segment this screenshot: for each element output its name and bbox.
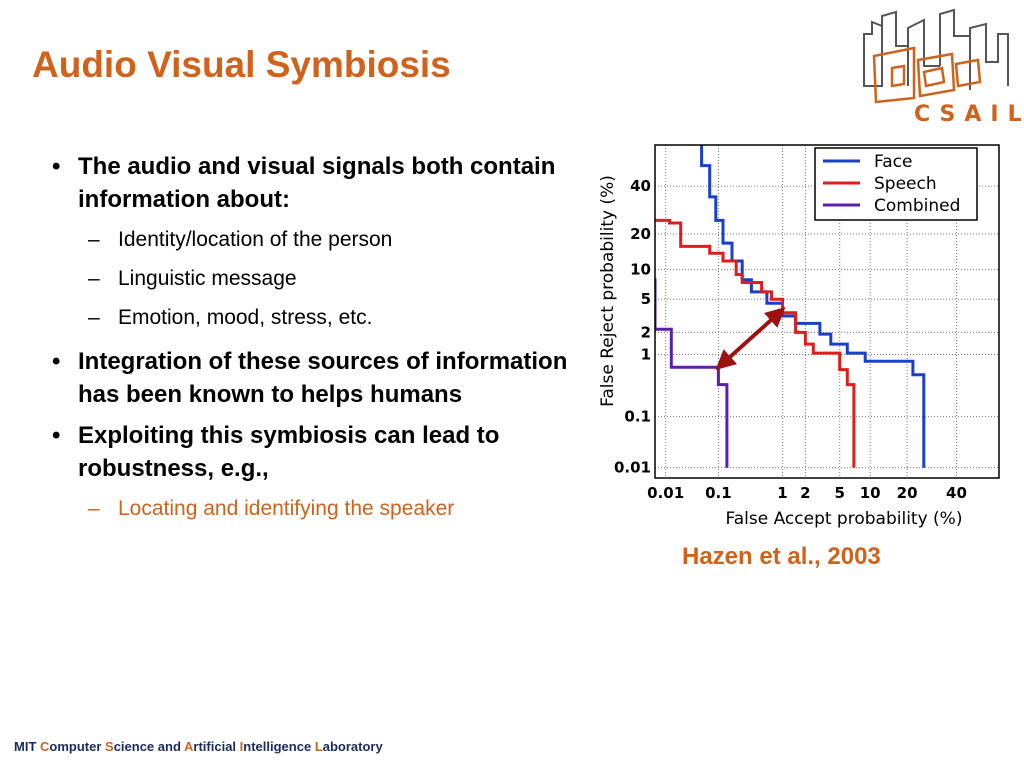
footer-text-part: rtificial bbox=[193, 739, 240, 754]
y-tick-label: 1 bbox=[641, 346, 651, 364]
legend-label: Combined bbox=[874, 196, 960, 216]
x-tick-label: 2 bbox=[800, 484, 810, 502]
x-tick-label: 40 bbox=[946, 484, 967, 502]
bullet-item: The audio and visual signals both contai… bbox=[44, 150, 604, 337]
y-tick-label: 20 bbox=[630, 225, 651, 243]
slide-title: Audio Visual Symbiosis bbox=[32, 44, 451, 85]
footer-text-part: C bbox=[40, 739, 50, 754]
footer-text-part: S bbox=[105, 739, 114, 754]
legend-label: Face bbox=[874, 152, 912, 172]
x-tick-label: 0.1 bbox=[705, 484, 732, 502]
x-tick-label: 20 bbox=[897, 484, 918, 502]
x-tick-label: 5 bbox=[834, 484, 844, 502]
y-axis-label: False Reject probability (%) bbox=[598, 175, 618, 407]
bullet-list: The audio and visual signals both contai… bbox=[44, 150, 604, 536]
footer-text-part: cience and bbox=[113, 739, 185, 754]
x-tick-label: 10 bbox=[860, 484, 881, 502]
bullet-item: Exploiting this symbiosis can lead to ro… bbox=[44, 419, 604, 528]
series-line-speech bbox=[655, 218, 856, 468]
footer-text-part: ntelligence bbox=[243, 739, 315, 754]
y-tick-label: 0.01 bbox=[614, 459, 651, 477]
sub-bullet-item: Locating and identifying the speaker bbox=[78, 489, 604, 528]
sub-bullet-list: Identity/location of the person Linguist… bbox=[78, 220, 604, 337]
x-tick-label: 0.01 bbox=[647, 484, 684, 502]
x-axis-label: False Accept probability (%) bbox=[726, 509, 963, 529]
series-line-combined bbox=[655, 278, 729, 468]
y-tick-label: 0.1 bbox=[624, 408, 651, 426]
x-tick-label: 1 bbox=[777, 484, 787, 502]
annotation-double-arrow bbox=[715, 307, 786, 371]
plot-frame bbox=[654, 144, 1000, 479]
csail-logo-text: CSAIL bbox=[914, 102, 1024, 127]
y-tick-label: 5 bbox=[641, 290, 651, 308]
y-tick-label: 2 bbox=[641, 323, 651, 341]
sub-bullet-list: Locating and identifying the speaker bbox=[78, 489, 604, 528]
sub-bullet-item: Emotion, mood, stress, etc. bbox=[78, 298, 604, 337]
footer-text-part: L bbox=[314, 739, 323, 754]
sub-bullet-item: Linguistic message bbox=[78, 259, 604, 298]
footer-text-part: omputer bbox=[49, 739, 106, 754]
footer-text-part: I bbox=[239, 739, 244, 754]
bullet-text: Integration of these sources of informat… bbox=[78, 348, 568, 408]
legend-label: Speech bbox=[874, 174, 937, 194]
footer-text-part: A bbox=[184, 739, 194, 754]
bullet-text: Exploiting this symbiosis can lead to ro… bbox=[78, 422, 500, 482]
citation: Hazen et al., 2003 bbox=[682, 543, 881, 570]
footer: MIT Computer Science and Artificial Inte… bbox=[14, 739, 383, 754]
csail-logo-icon bbox=[863, 8, 1009, 104]
y-tick-label: 10 bbox=[630, 261, 651, 279]
series-line-face bbox=[700, 145, 926, 468]
bullet-text: The audio and visual signals both contai… bbox=[78, 153, 556, 213]
sub-bullet-item: Identity/location of the person bbox=[78, 220, 604, 259]
footer-text-part: aboratory bbox=[322, 739, 383, 754]
bullet-item: Integration of these sources of informat… bbox=[44, 345, 604, 411]
y-tick-label: 40 bbox=[630, 177, 651, 195]
footer-text-part: MIT bbox=[14, 739, 40, 754]
